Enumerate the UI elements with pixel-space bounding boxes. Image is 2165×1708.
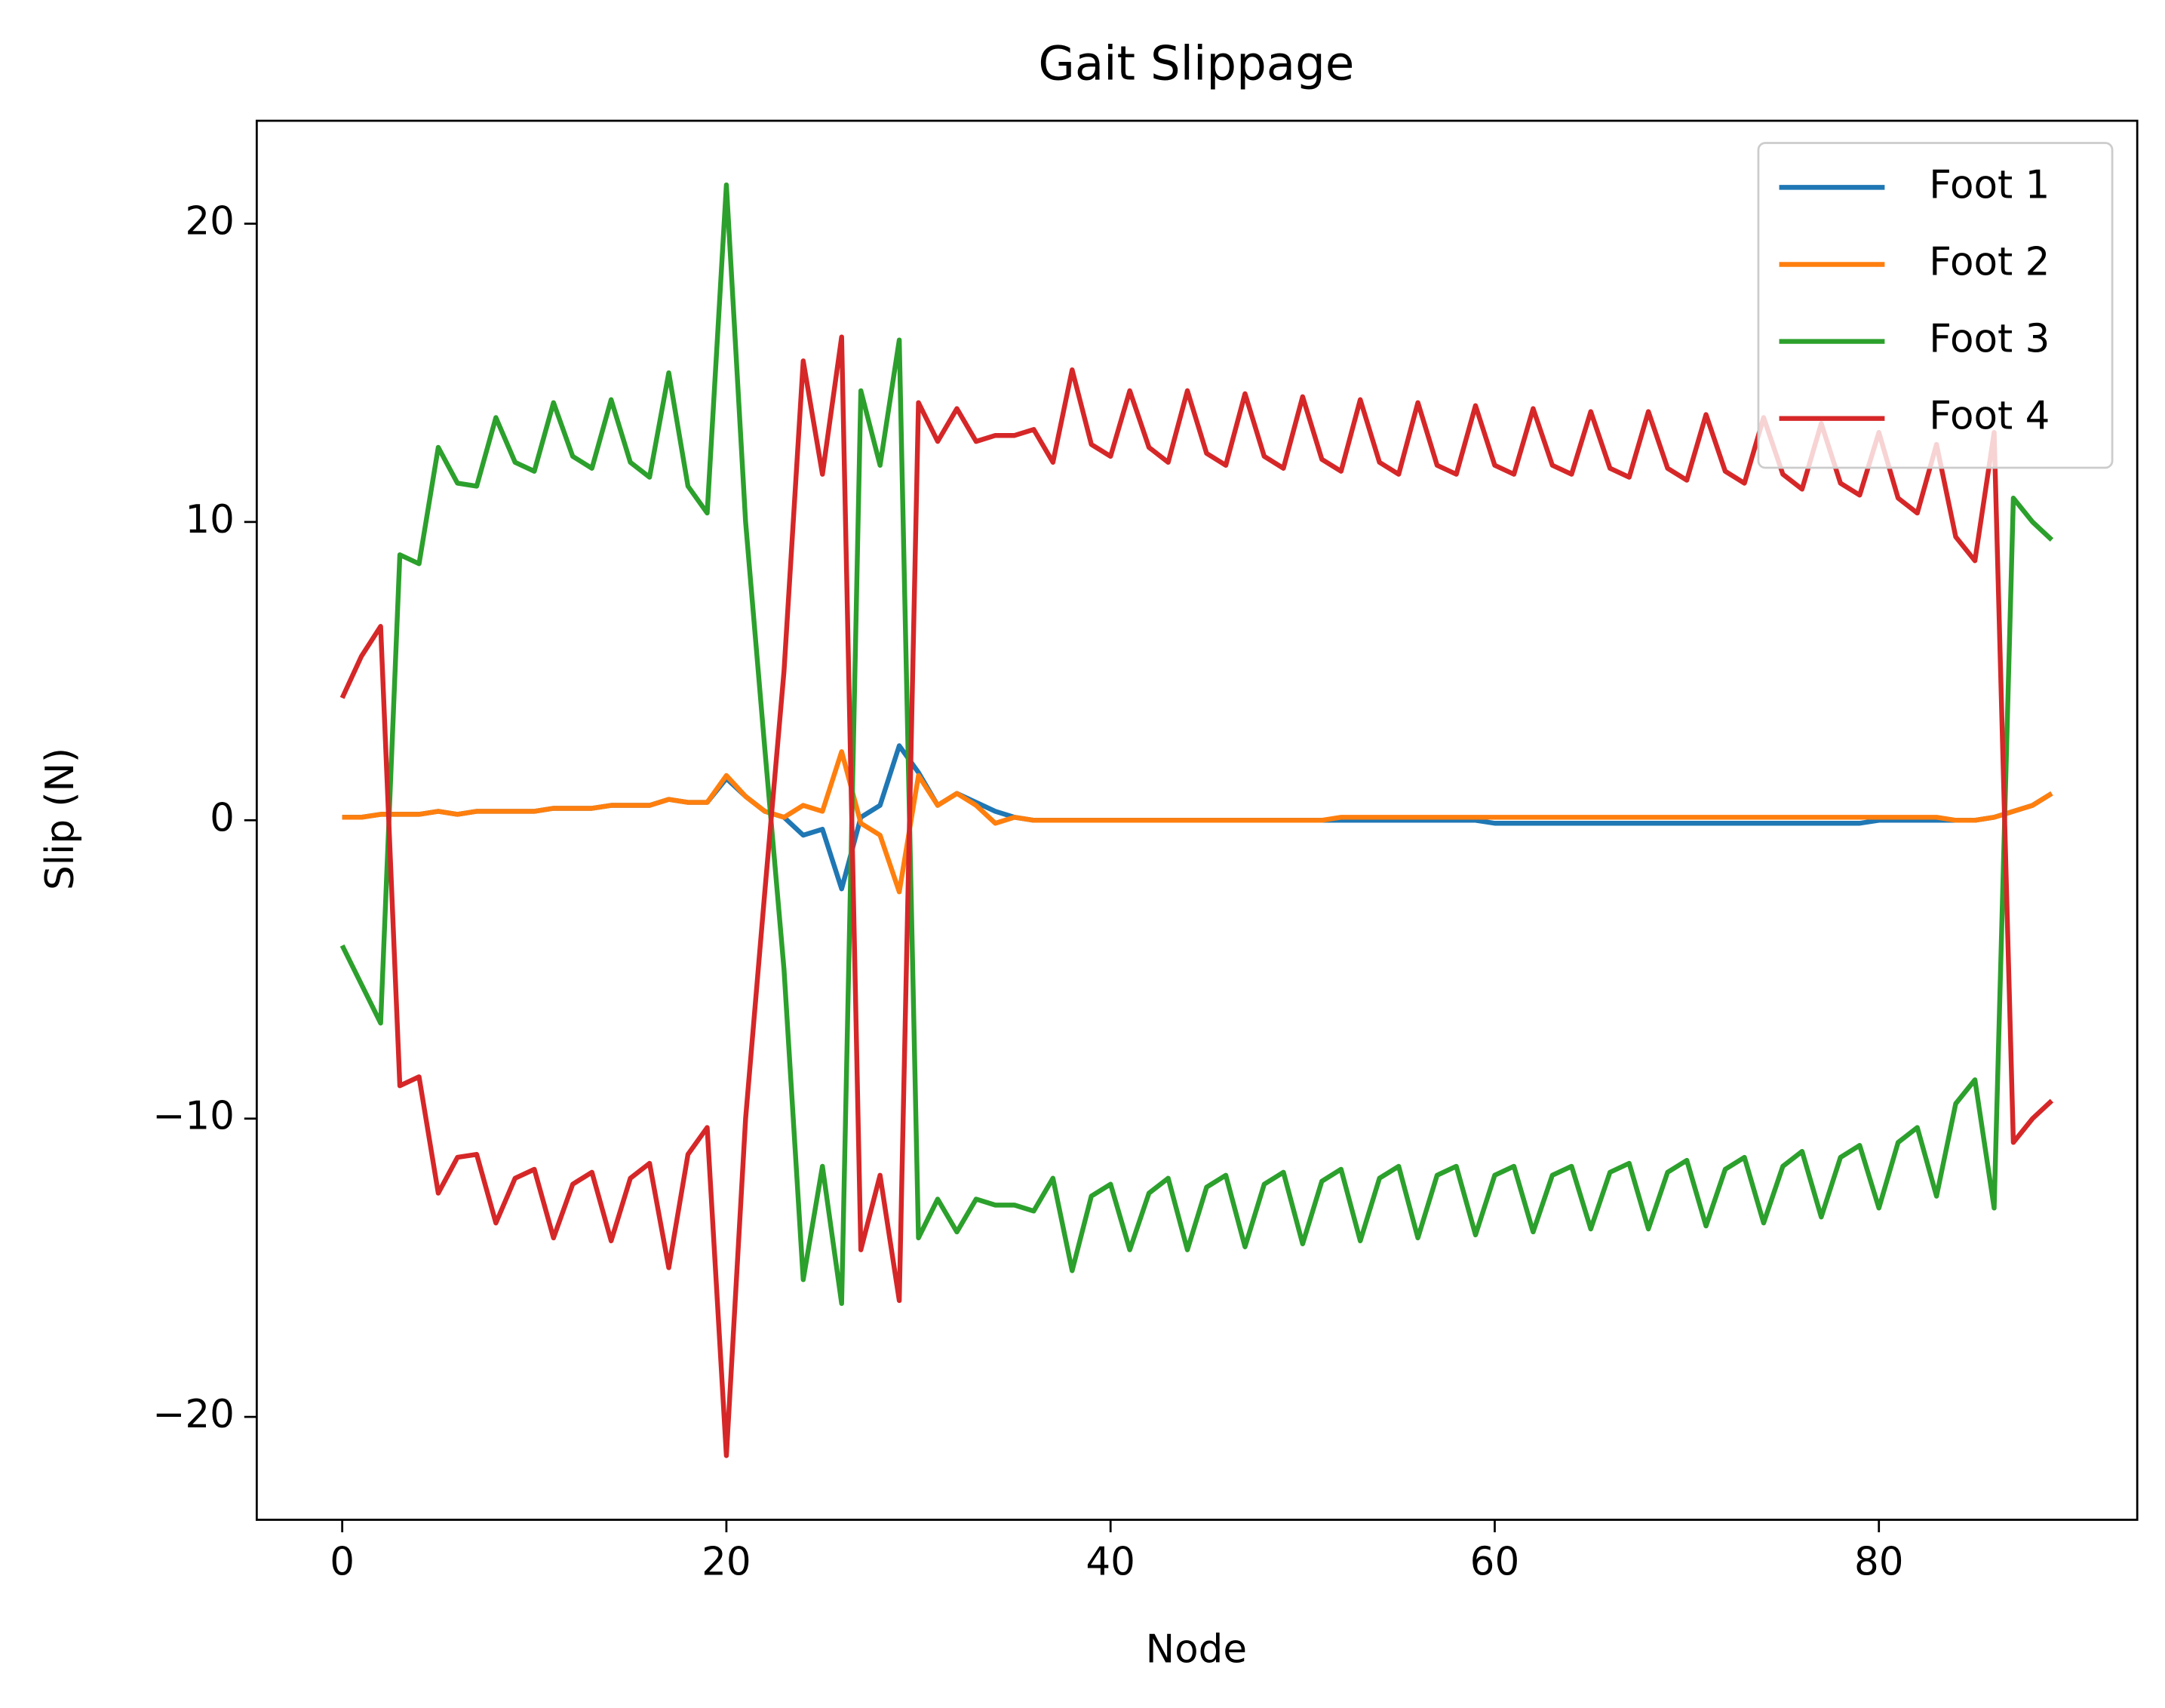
- y-axis-label: Slip (N): [38, 748, 83, 890]
- x-tick-label: 40: [1086, 1539, 1135, 1584]
- x-tick-label: 80: [1854, 1539, 1904, 1584]
- series-line: [342, 749, 2053, 895]
- series-line: [339, 182, 2054, 1307]
- x-tick-label: 20: [702, 1539, 751, 1584]
- x-tick-label: 60: [1470, 1539, 1520, 1584]
- y-tick-label: 10: [185, 497, 235, 542]
- legend-label: Foot 4: [1929, 394, 2050, 439]
- legend-label: Foot 1: [1929, 162, 2050, 207]
- plot-frame: [255, 119, 2139, 1521]
- chart-title: Gait Slippage: [1038, 35, 1354, 91]
- y-tick-label: −10: [152, 1094, 235, 1139]
- legend-label: Foot 3: [1929, 317, 2050, 362]
- legend-label: Foot 2: [1929, 239, 2050, 284]
- y-tick-label: 20: [185, 198, 235, 244]
- y-tick-label: 0: [210, 795, 235, 840]
- legend-box: [1757, 142, 2114, 469]
- y-tick-label: −20: [152, 1392, 235, 1437]
- x-axis-label: Node: [1146, 1627, 1247, 1672]
- x-tick-label: 0: [330, 1539, 355, 1584]
